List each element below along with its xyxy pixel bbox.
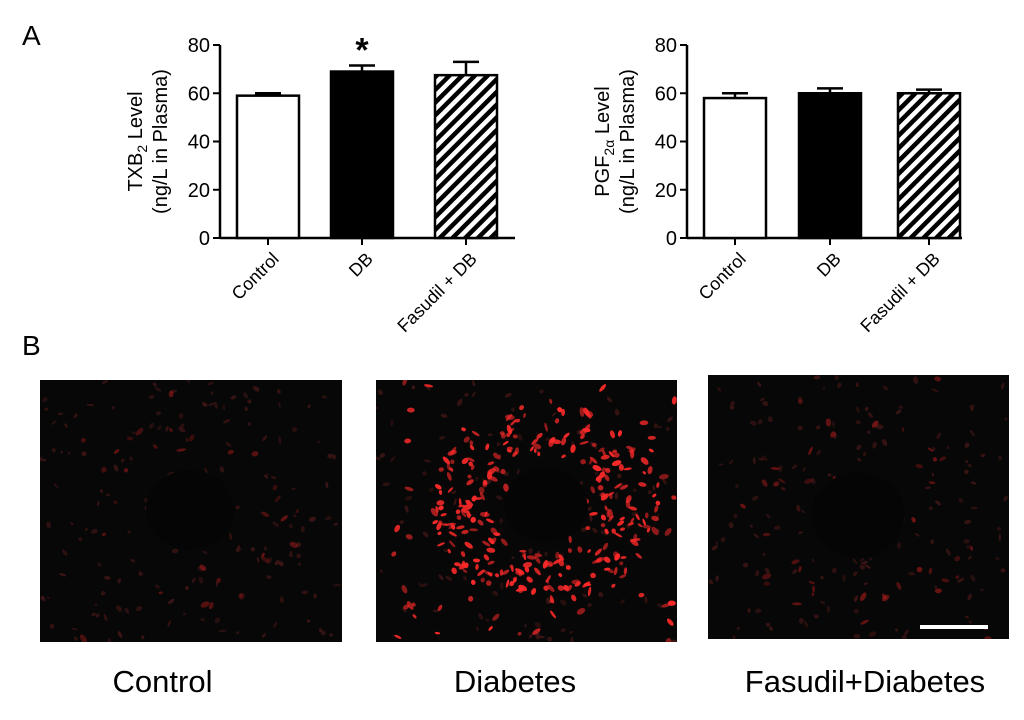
y-tick-label: 0 (199, 228, 210, 250)
y-tick-label: 80 (188, 35, 210, 57)
y-tick-label: 60 (188, 83, 210, 105)
bar-db (329, 70, 395, 240)
significance-marker: * (355, 32, 369, 70)
x-tick-label: Control (228, 249, 283, 304)
bar-control (235, 94, 301, 240)
y-tick-label: 20 (655, 180, 677, 202)
x-tick-label: Fasudil + DB (856, 249, 943, 336)
caption-fasudil-diabetes: Fasudil+Diabetes (744, 664, 986, 699)
x-tick-label: DB (345, 249, 377, 281)
y-axis-label-line2: (ng/L in Plasma) (150, 69, 172, 214)
caption-diabetes: Diabetes (453, 664, 577, 699)
panel-a-label: A (22, 20, 41, 51)
x-tick-label: Control (695, 249, 750, 304)
pgf2a-bar-chart: 0 20 40 60 80 PGF2α Level (ng/L in Plasma) Cont… (592, 35, 962, 336)
y-tick-label: 60 (655, 83, 677, 105)
y-axis-label-line1: TXB2 Level (125, 91, 150, 191)
y-tick-label: 40 (655, 132, 677, 154)
x-tick-label: DB (813, 249, 845, 281)
y-tick-label: 20 (188, 180, 210, 202)
bar-control (702, 96, 768, 240)
y-tick-label: 40 (188, 132, 210, 154)
bar-fasudil-db (896, 92, 962, 240)
scale-bar (920, 625, 988, 629)
bar-db (797, 92, 863, 240)
bar-fasudil-db (433, 73, 499, 240)
y-axis-label-line1: PGF2α Level (592, 86, 617, 196)
x-tick-label: Fasudil + DB (393, 249, 480, 336)
micrograph-fasudil-diabetes (708, 375, 1009, 639)
micrograph-diabetes (376, 380, 677, 642)
y-tick-label: 0 (666, 228, 677, 250)
txb2-bar-chart: 0 20 40 60 80 TXB2 Level (ng/L in Plasma) Contr… (125, 32, 515, 336)
y-tick-label: 80 (655, 35, 677, 57)
panel-b-label: B (22, 330, 41, 361)
micrograph-control (40, 380, 342, 642)
caption-control: Control (112, 664, 213, 699)
y-axis-label-line2: (ng/L in Plasma) (617, 69, 639, 214)
